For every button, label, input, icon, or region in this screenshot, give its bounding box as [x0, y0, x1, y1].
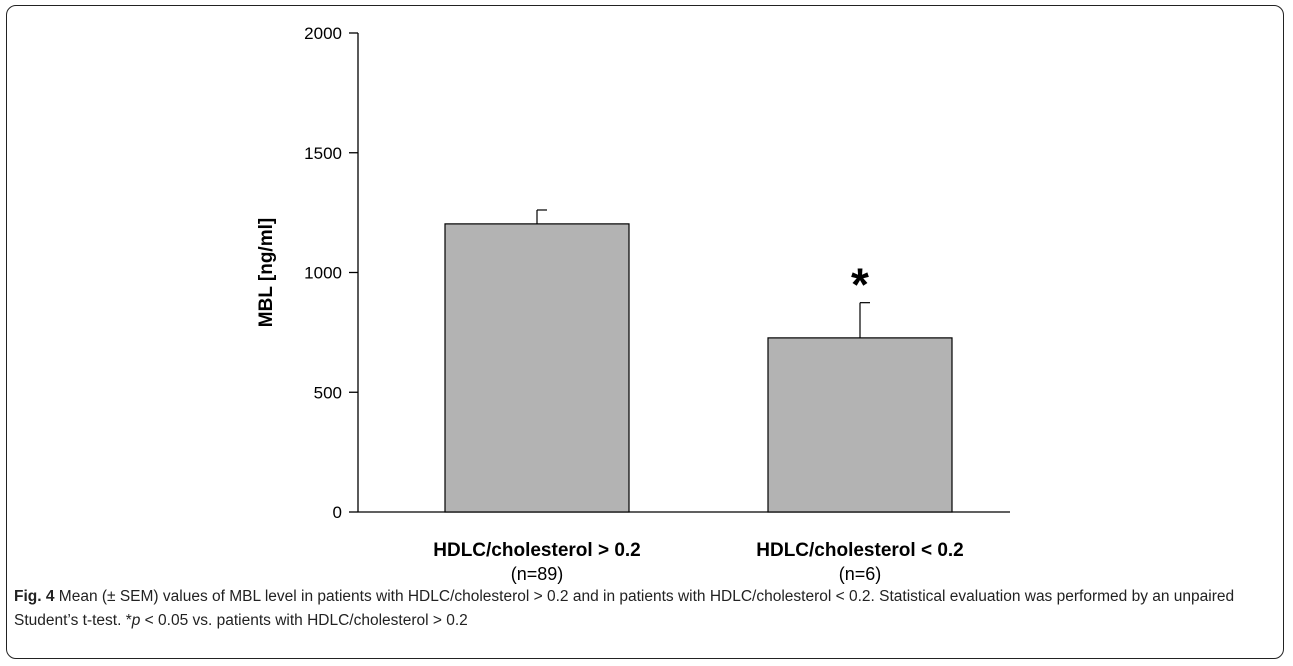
bar-chart: 0 500 1000 1500 2000 MBL [ng/ml] HDLC/choleste…: [256, 24, 1010, 584]
y-tick-label: 1000: [304, 264, 342, 283]
figure-frame: [6, 5, 1284, 659]
caption-p-symbol: p: [131, 612, 141, 629]
x-tick-sublabel: (n=89): [511, 564, 564, 584]
bar: [444, 223, 630, 513]
y-tick-label: 500: [314, 383, 342, 402]
bar: [767, 337, 953, 513]
x-tick-label: HDLC/cholesterol > 0.2: [433, 540, 640, 561]
caption-text-end: < 0.05 vs. patients with HDLC/cholestero…: [140, 612, 468, 629]
y-tick-label: 0: [333, 503, 342, 522]
significance-marker: *: [851, 259, 869, 311]
y-tick-label: 1500: [304, 144, 342, 163]
caption-label: Fig. 4: [14, 588, 55, 605]
y-axis-label: MBL [ng/ml]: [256, 218, 277, 327]
x-tick-sublabel: (n=6): [839, 564, 882, 584]
figure-caption: Fig. 4 Mean (± SEM) values of MBL level …: [14, 585, 1264, 633]
caption-text: Mean (± SEM) values of MBL level in pati…: [14, 588, 1235, 629]
x-tick-label: HDLC/cholesterol < 0.2: [756, 540, 963, 561]
y-tick-label: 2000: [304, 24, 342, 43]
